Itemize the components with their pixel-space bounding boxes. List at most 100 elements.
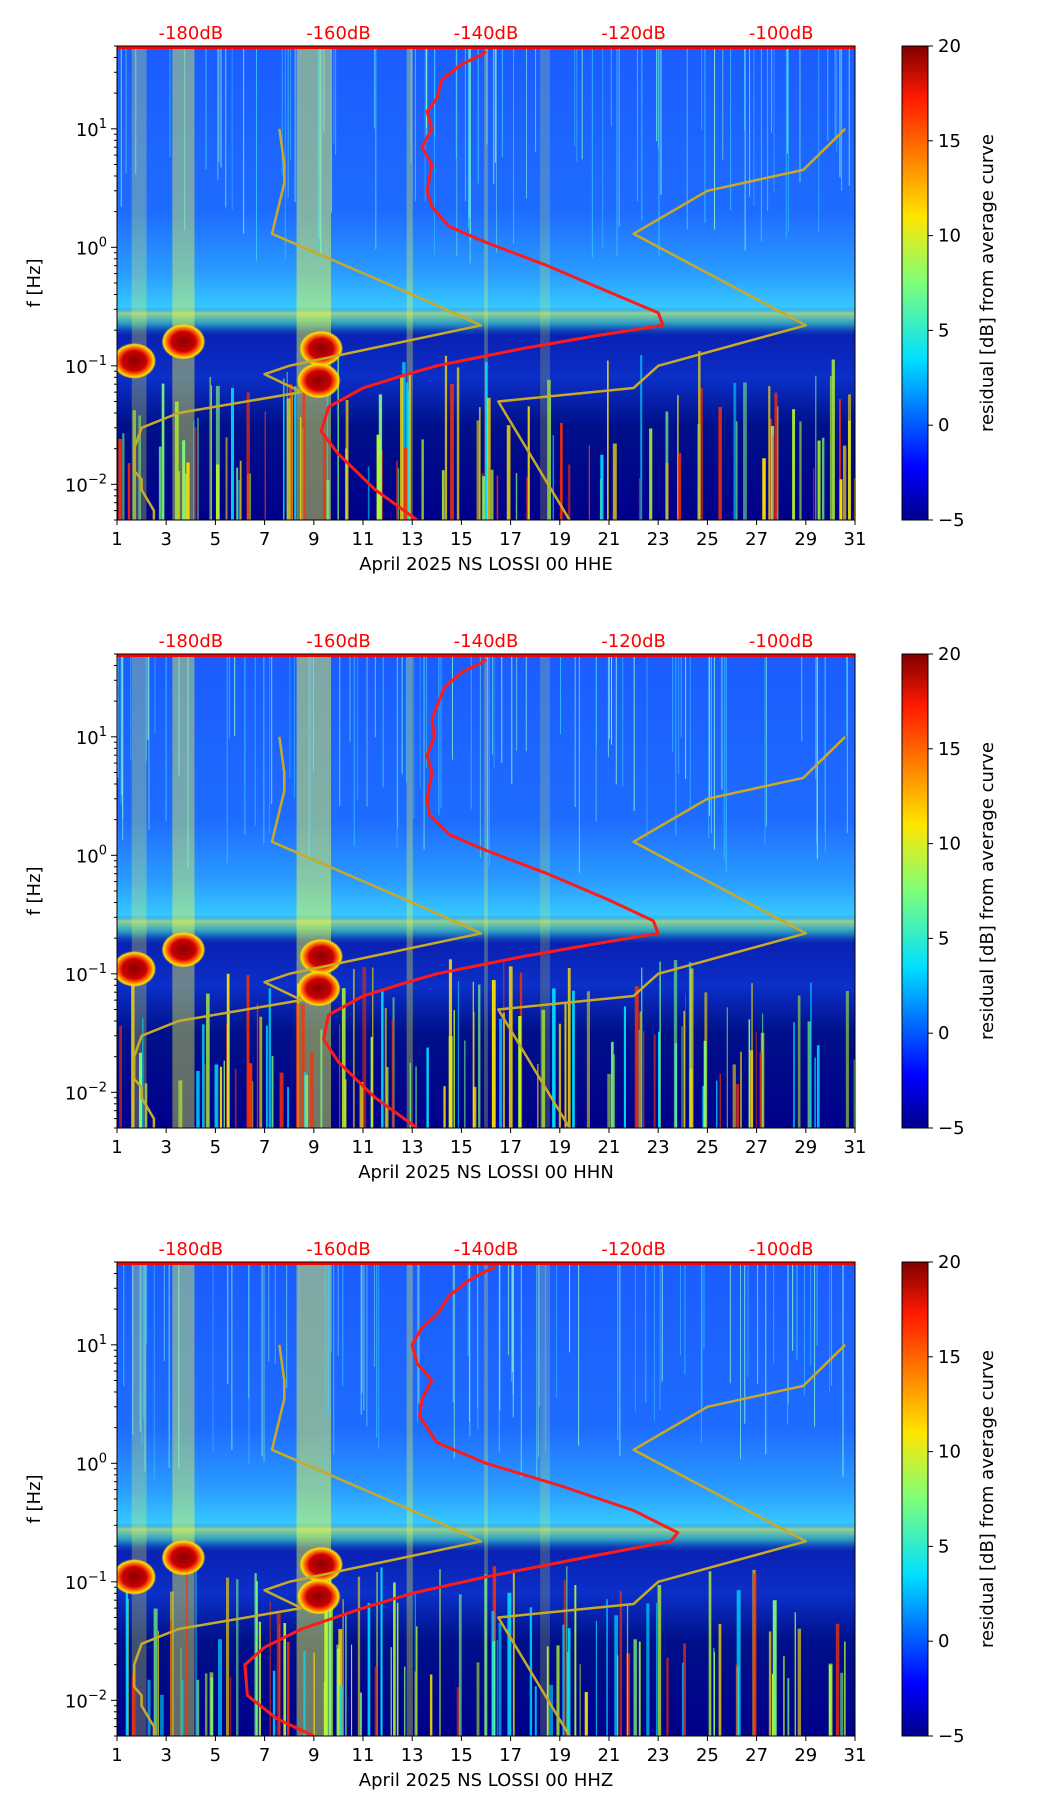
spectrogram-streak	[546, 1646, 549, 1736]
spectrogram-streak	[512, 1262, 514, 1395]
spectrogram-streak	[426, 1047, 429, 1128]
spectrogram-streak	[429, 1674, 433, 1736]
spectrogram-streak	[282, 378, 285, 520]
x-tick-label: 13	[401, 529, 424, 550]
spectrogram-streak	[373, 1262, 375, 1367]
spectrogram-streak	[816, 1045, 820, 1128]
spectrogram-streak	[743, 382, 747, 520]
spectrogram-streak	[362, 967, 367, 1128]
spectrogram-streak	[617, 1262, 619, 1441]
spectrogram-streak	[586, 991, 590, 1128]
spectrogram-streak	[419, 654, 421, 789]
spectrogram-streak	[765, 654, 767, 827]
spectrogram-streak	[735, 1663, 738, 1736]
spectrogram-streak	[558, 1023, 562, 1128]
spectrogram-streak	[423, 654, 425, 850]
high-residual-blob	[161, 323, 206, 360]
spectrogram-streak	[765, 1262, 767, 1455]
spectrogram-streak	[797, 995, 801, 1128]
spectrogram-streak	[683, 1643, 687, 1736]
spectrogram-streak	[700, 1262, 702, 1443]
spectrogram-streak	[803, 1262, 805, 1396]
spectrogram-streak	[464, 46, 466, 201]
spectrogram-streak	[556, 1262, 558, 1399]
spectrogram-streak	[339, 1685, 343, 1736]
spectrogram-streak	[337, 356, 339, 520]
spectrogram-streak	[161, 383, 165, 520]
spectrogram-streak	[468, 46, 470, 228]
spectrogram-streak	[486, 397, 491, 520]
spectrogram-streak	[414, 46, 416, 202]
y-tick-label: 10−2	[65, 472, 107, 496]
spectrogram-streak	[700, 387, 703, 520]
spectrogram-streak	[281, 46, 283, 176]
spectrogram-streak	[236, 467, 239, 520]
spectrogram-streak	[787, 1262, 789, 1425]
bright-day-column	[172, 46, 195, 520]
spectrogram-streak	[318, 46, 320, 239]
spectrogram-streak	[352, 968, 355, 1128]
spectrogram-streak	[205, 46, 207, 170]
spectrogram-streak	[799, 421, 802, 520]
spectrogram-streak	[560, 654, 562, 735]
spectrogram-streak	[634, 1262, 636, 1412]
spectrogram-streak	[498, 1262, 500, 1453]
x-tick-label: 1	[111, 1137, 122, 1158]
spectrogram-streak	[744, 46, 746, 251]
spectrogram-streak	[828, 1663, 833, 1736]
spectrogram-streak	[836, 46, 838, 151]
spectrogram-streak	[646, 1603, 650, 1736]
spectrogram-streak	[841, 46, 843, 191]
spectrogram-streak	[433, 46, 435, 255]
spectrogram-streak	[703, 1262, 705, 1350]
spectrogram-streak	[807, 1021, 811, 1128]
x-tick-label: 17	[499, 1137, 522, 1158]
spectrogram-streak	[646, 654, 648, 838]
spectrogram-streak	[327, 1262, 329, 1413]
spectrogram-streak	[324, 1606, 328, 1736]
spectrogram-streak	[757, 1262, 759, 1384]
high-residual-blob	[296, 362, 341, 399]
spectrogram-streak	[399, 377, 404, 520]
top-axis-label: -120dB	[601, 631, 666, 652]
top-axis-label: -140dB	[454, 23, 519, 44]
spectrogram-streak	[660, 46, 662, 195]
spectrogram-streak	[508, 966, 513, 1128]
spectrogram-streak	[607, 1073, 611, 1128]
colorbar-tick-label: 10	[938, 1442, 961, 1463]
spectrogram-streak	[487, 654, 489, 855]
spectrogram-streak	[131, 1674, 136, 1736]
spectrogram-streak	[623, 1006, 626, 1128]
spectrogram-streak	[829, 376, 832, 520]
spectrogram-streak	[227, 1262, 229, 1385]
spectrogram-streak	[443, 1086, 446, 1128]
bright-day-column	[406, 46, 413, 520]
spectrogram-streak	[507, 1262, 509, 1356]
spectrogram-streak	[225, 46, 227, 208]
spectrogram-streak	[744, 1262, 746, 1424]
spectrogram-streak	[799, 46, 801, 183]
spectrogram-streak	[538, 1262, 540, 1407]
spectrogram-streak	[473, 1011, 475, 1128]
x-tick-label: 21	[598, 1745, 621, 1766]
spectrogram-streak	[643, 1031, 645, 1128]
spectrogram-streak	[246, 392, 250, 520]
colorbar-label: residual [dB] from average curve	[977, 1350, 998, 1648]
spectrogram-streak	[218, 46, 220, 163]
spectrogram-streak	[816, 1262, 818, 1346]
spectrogram-streak	[376, 1262, 378, 1438]
spectrogram-streak	[478, 407, 481, 520]
spectrogram-streak	[289, 654, 291, 779]
spectrogram-streak	[209, 376, 212, 520]
spectrogram-streak	[178, 654, 180, 776]
spectrogram-streak	[701, 1262, 703, 1411]
spectrogram-streak	[276, 1613, 281, 1736]
colorbar-tick-label: 15	[938, 739, 961, 760]
spectrogram-streak	[762, 1013, 764, 1128]
x-tick-label: 29	[794, 1137, 817, 1158]
spectrogram-streak	[772, 435, 775, 520]
spectrogram-streak	[606, 1599, 608, 1736]
bright-day-column	[131, 1262, 147, 1736]
spectrogram-streak	[759, 1052, 763, 1128]
